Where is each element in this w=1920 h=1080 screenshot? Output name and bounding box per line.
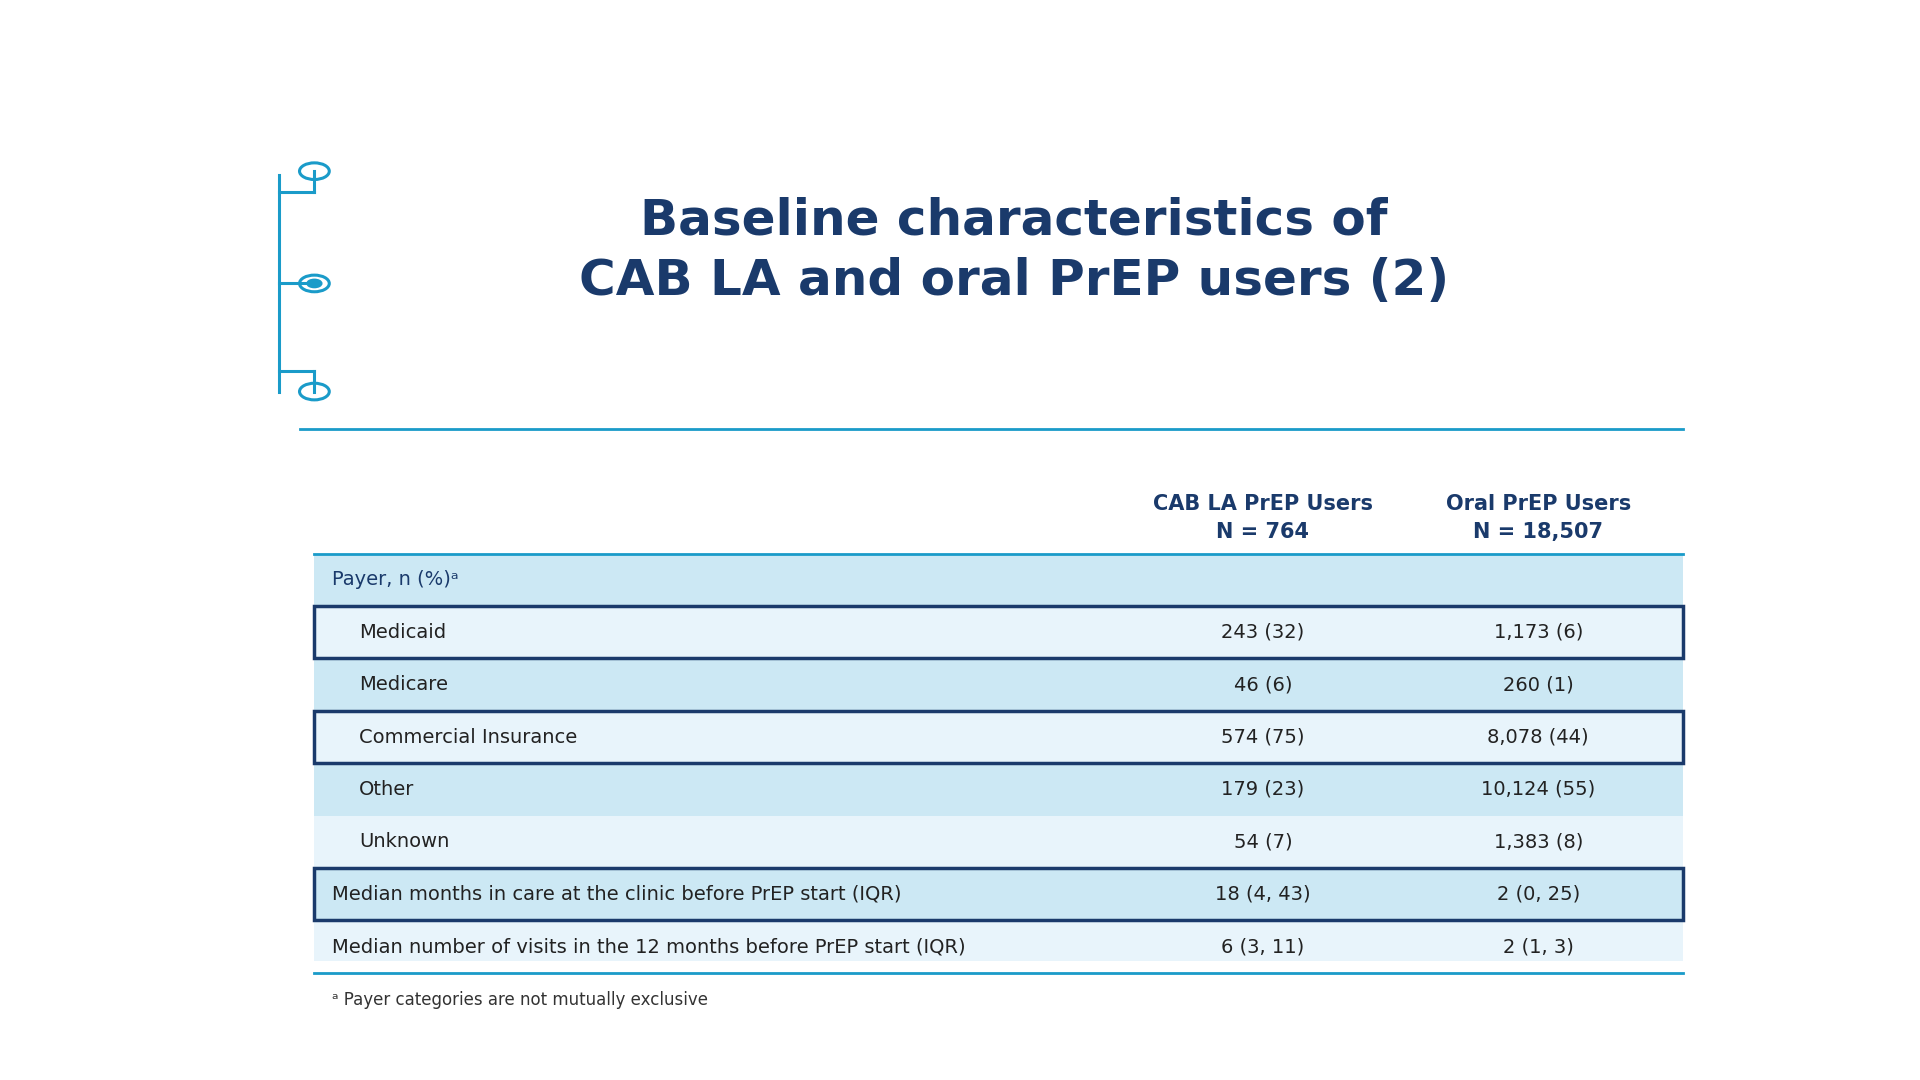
FancyBboxPatch shape: [315, 554, 1684, 606]
Circle shape: [307, 280, 323, 287]
FancyBboxPatch shape: [315, 764, 1684, 815]
FancyBboxPatch shape: [315, 815, 1684, 868]
Text: 10,124 (55): 10,124 (55): [1480, 780, 1596, 799]
FancyBboxPatch shape: [315, 659, 1684, 711]
Text: 2 (1, 3): 2 (1, 3): [1503, 937, 1574, 956]
Text: 2 (0, 25): 2 (0, 25): [1498, 885, 1580, 904]
Text: 1,383 (8): 1,383 (8): [1494, 833, 1582, 851]
Text: 243 (32): 243 (32): [1221, 623, 1304, 642]
FancyBboxPatch shape: [315, 920, 1684, 973]
Text: 18 (4, 43): 18 (4, 43): [1215, 885, 1311, 904]
Text: 54 (7): 54 (7): [1235, 833, 1292, 851]
Text: Oral PrEP Users
N = 18,507: Oral PrEP Users N = 18,507: [1446, 495, 1630, 542]
Text: Medicare: Medicare: [359, 675, 447, 694]
Text: Commercial Insurance: Commercial Insurance: [359, 728, 578, 746]
Text: Median months in care at the clinic before PrEP start (IQR): Median months in care at the clinic befo…: [332, 885, 902, 904]
Text: 260 (1): 260 (1): [1503, 675, 1574, 694]
Text: Payer, n (%)ᵃ: Payer, n (%)ᵃ: [332, 570, 459, 590]
Text: 46 (6): 46 (6): [1235, 675, 1292, 694]
Text: Baseline characteristics of
CAB LA and oral PrEP users (2): Baseline characteristics of CAB LA and o…: [578, 197, 1450, 306]
Text: 1,173 (6): 1,173 (6): [1494, 623, 1582, 642]
Text: 179 (23): 179 (23): [1221, 780, 1304, 799]
Text: Medicaid: Medicaid: [359, 623, 445, 642]
Text: Median number of visits in the 12 months before PrEP start (IQR): Median number of visits in the 12 months…: [332, 937, 966, 956]
FancyBboxPatch shape: [315, 868, 1684, 920]
Text: CAB LA PrEP Users
N = 764: CAB LA PrEP Users N = 764: [1154, 495, 1373, 542]
Text: 574 (75): 574 (75): [1221, 728, 1306, 746]
Text: 6 (3, 11): 6 (3, 11): [1221, 937, 1304, 956]
Text: Unknown: Unknown: [359, 833, 449, 851]
Text: ᵃ Payer categories are not mutually exclusive: ᵃ Payer categories are not mutually excl…: [332, 991, 708, 1009]
FancyBboxPatch shape: [315, 711, 1684, 764]
Text: Other: Other: [359, 780, 415, 799]
Text: 8,078 (44): 8,078 (44): [1488, 728, 1590, 746]
FancyBboxPatch shape: [315, 606, 1684, 659]
